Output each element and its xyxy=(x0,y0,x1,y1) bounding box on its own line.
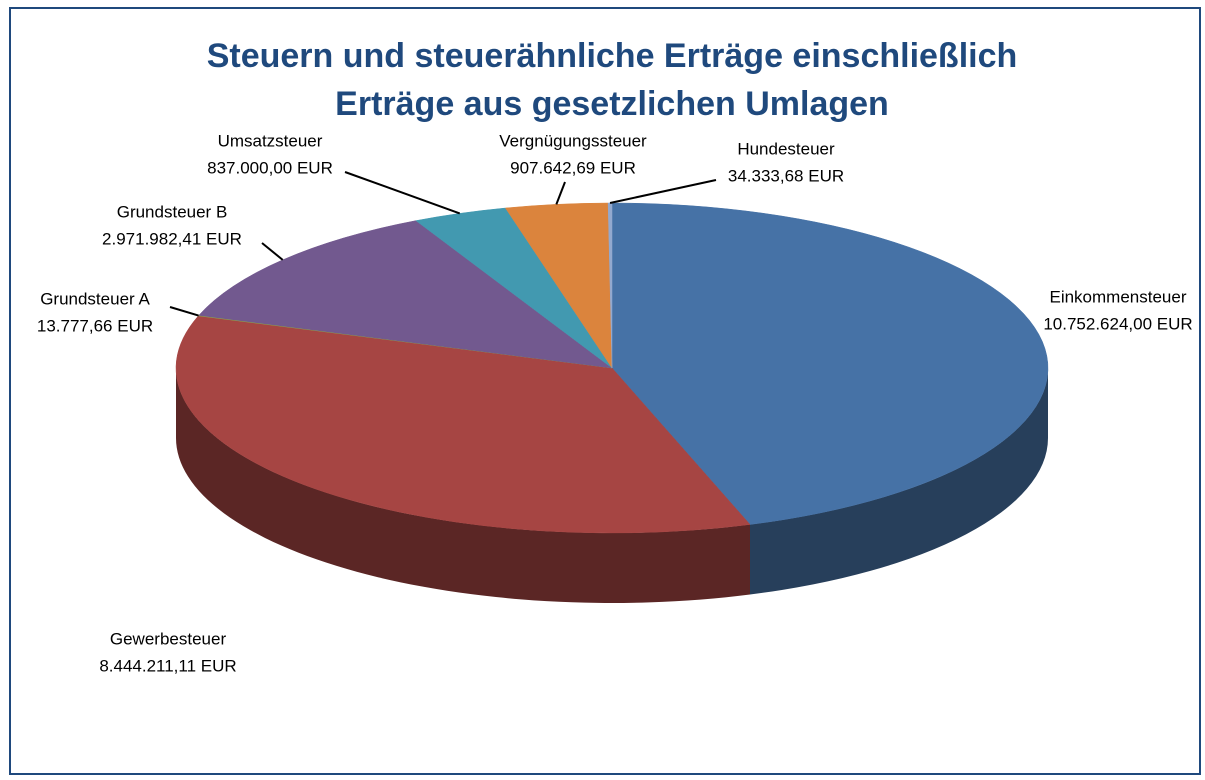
slice-value-label: 2.971.982,41 EUR xyxy=(102,229,242,248)
leader-line xyxy=(609,179,717,204)
slice-side xyxy=(749,368,1048,595)
slice-label: Grundsteuer B xyxy=(117,202,228,221)
slice-label: Vergnügungssteuer xyxy=(499,131,647,150)
chart-title: Erträge aus gesetzlichen Umlagen xyxy=(335,85,889,123)
slice-label: Grundsteuer A xyxy=(40,289,150,308)
slice-label: Hundesteuer xyxy=(737,139,835,158)
slice-label: Umsatzsteuer xyxy=(218,131,323,150)
slice-value-label: 34.333,68 EUR xyxy=(728,166,844,185)
slice-label: Einkommensteuer xyxy=(1049,287,1186,306)
slice-value-label: 837.000,00 EUR xyxy=(207,158,333,177)
leader-line xyxy=(555,181,566,205)
leader-line xyxy=(261,242,284,261)
slice-label: Gewerbesteuer xyxy=(110,629,227,648)
slice-value-label: 907.642,69 EUR xyxy=(510,158,636,177)
slice-value-label: 13.777,66 EUR xyxy=(37,316,153,335)
slice-side xyxy=(176,368,750,603)
slice xyxy=(611,202,1049,525)
slice xyxy=(175,315,751,534)
chart-title: Steuern und steuerähnliche Erträge einsc… xyxy=(207,37,1018,75)
slice-value-label: 10.752.624,00 EUR xyxy=(1043,314,1192,333)
slice-value-label: 8.444.211,11 EUR xyxy=(99,656,236,675)
leader-line xyxy=(169,306,199,317)
leader-line xyxy=(344,171,461,215)
